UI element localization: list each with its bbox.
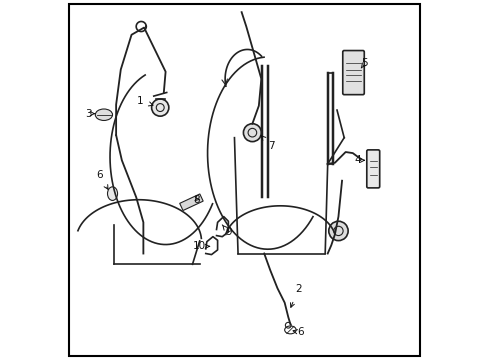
Text: 3: 3 bbox=[85, 109, 95, 119]
Text: 6: 6 bbox=[292, 327, 303, 337]
Circle shape bbox=[151, 99, 168, 116]
Text: 8: 8 bbox=[192, 195, 199, 205]
Text: 2: 2 bbox=[290, 284, 301, 307]
Text: 9: 9 bbox=[222, 225, 231, 237]
Text: 1: 1 bbox=[137, 96, 153, 106]
Text: 4: 4 bbox=[353, 155, 364, 165]
Ellipse shape bbox=[107, 187, 117, 201]
FancyBboxPatch shape bbox=[366, 150, 379, 188]
Circle shape bbox=[243, 124, 261, 141]
Ellipse shape bbox=[95, 109, 112, 121]
Text: 5: 5 bbox=[361, 58, 367, 68]
Text: 7: 7 bbox=[261, 136, 274, 151]
Polygon shape bbox=[179, 194, 203, 211]
Text: 6: 6 bbox=[96, 170, 108, 189]
FancyBboxPatch shape bbox=[342, 50, 364, 95]
Circle shape bbox=[328, 221, 347, 240]
Text: 10: 10 bbox=[193, 241, 209, 251]
